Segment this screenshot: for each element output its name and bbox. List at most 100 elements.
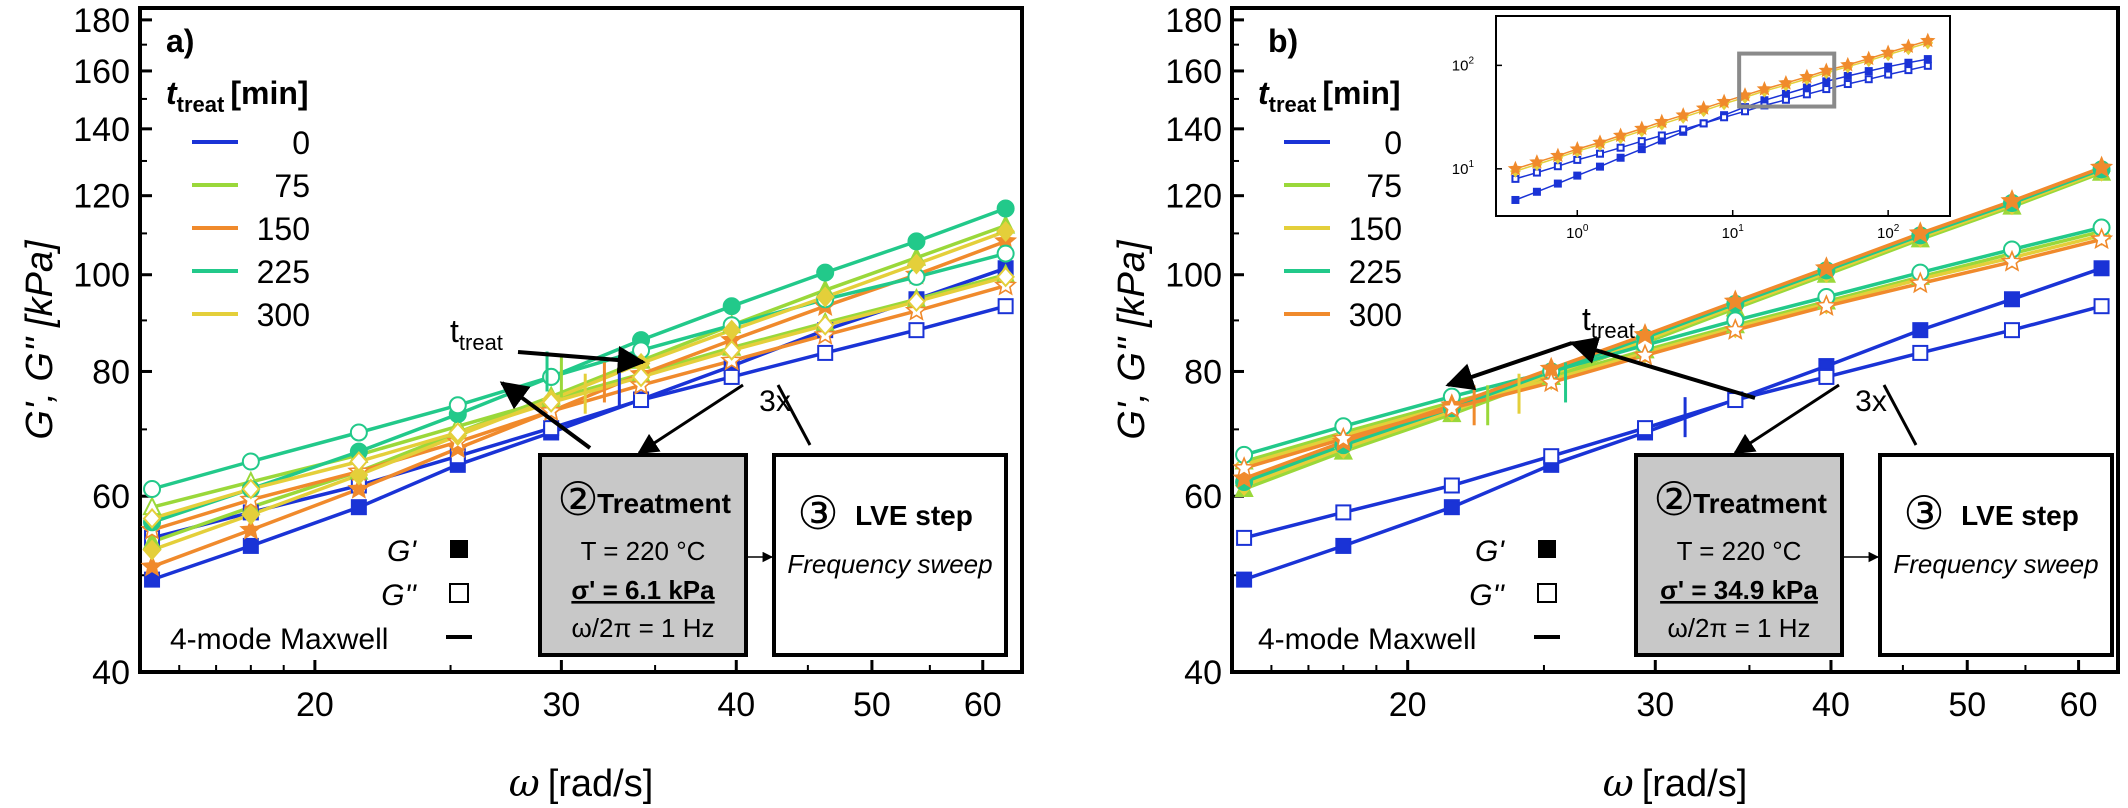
point-gp-t300 bbox=[2089, 155, 2114, 178]
y-tick-label: 140 bbox=[1165, 111, 1222, 149]
inset-point bbox=[1529, 154, 1545, 169]
repeat-arrow bbox=[637, 383, 744, 455]
inset-point bbox=[1884, 70, 1893, 79]
point-gp-t300 bbox=[241, 504, 261, 526]
y-axis-title: G', G'' [kPa] bbox=[1111, 239, 1153, 440]
point-gpp-t300 bbox=[907, 291, 926, 313]
y-tick-label: 40 bbox=[1184, 654, 1222, 692]
series-line-t300-Gp bbox=[151, 229, 1007, 552]
legend-title-symbol: t bbox=[1258, 75, 1270, 111]
inset-point bbox=[1637, 145, 1646, 154]
point-gpp-t300 bbox=[1908, 271, 1932, 294]
point-gp-t300 bbox=[1814, 256, 1838, 279]
x-axis-title: ω [rad/s] bbox=[509, 761, 654, 805]
x-tick-label: 60 bbox=[964, 686, 1002, 724]
point-gpp-t0 bbox=[2093, 298, 2110, 315]
legend-label: 300 bbox=[1349, 297, 1402, 333]
marker-legend-label: G'' bbox=[1469, 579, 1505, 612]
y-tick-label: 80 bbox=[1184, 353, 1222, 391]
point-gp-t0 bbox=[1443, 499, 1460, 516]
y-axis-title: G', G'' [kPa] bbox=[19, 239, 61, 440]
lve-box bbox=[772, 453, 1008, 657]
inset-point bbox=[1695, 100, 1712, 115]
inset-point bbox=[1569, 140, 1586, 156]
point-gpp-t300 bbox=[996, 266, 1015, 288]
point-gpp-t0 bbox=[1543, 448, 1560, 465]
point-gpp-t0 bbox=[1912, 344, 1929, 361]
marker-legend-label: 4-mode Maxwell bbox=[170, 623, 388, 656]
point-gp-t0 bbox=[1335, 537, 1352, 554]
treatment-title: Treatment bbox=[597, 488, 731, 519]
marker-legend-label: G' bbox=[387, 535, 417, 568]
x-axis-unit: [rad/s] bbox=[548, 763, 654, 805]
inset-point bbox=[1781, 95, 1790, 104]
legend-title-symbol: t bbox=[166, 75, 178, 111]
legend-label: 150 bbox=[1349, 211, 1402, 247]
treatment-box bbox=[538, 453, 748, 657]
open-square-icon bbox=[449, 583, 469, 603]
panel-label: b) bbox=[1268, 23, 1298, 59]
legend-title-sub: treat bbox=[177, 92, 225, 117]
y-tick-label: 60 bbox=[1184, 478, 1222, 516]
point-gp-t300 bbox=[1232, 466, 1256, 489]
treatment-box bbox=[1634, 453, 1844, 657]
point-gpp-t300 bbox=[1723, 318, 1747, 340]
point-gpp-t0 bbox=[1236, 529, 1253, 546]
plot-frame bbox=[1230, 6, 2120, 674]
repeat-arrow bbox=[1733, 383, 1840, 455]
inset-point bbox=[1657, 131, 1666, 140]
series-line-t150-Gp bbox=[151, 239, 1007, 569]
y-tick-label: 100 bbox=[1165, 257, 1222, 295]
inset-point bbox=[1595, 149, 1604, 158]
marker-legend-label: 4-mode Maxwell bbox=[1258, 623, 1476, 656]
point-gpp-t300 bbox=[2089, 227, 2114, 250]
x-axis-title: ω [rad/s] bbox=[1603, 761, 1748, 805]
inset-plot: 100 101 102 101 102 bbox=[1452, 15, 1951, 242]
open-square-icon bbox=[1537, 583, 1557, 603]
x-axis-unit: [rad/s] bbox=[1642, 763, 1748, 805]
series-line-t225-Gp bbox=[1243, 167, 2103, 484]
inset-point bbox=[1675, 107, 1691, 122]
series-line-t0-Gpp bbox=[1243, 304, 2103, 540]
x-tick-label: 30 bbox=[1636, 686, 1674, 724]
treatment-temp: T = 220 °C bbox=[581, 536, 706, 566]
point-gp-t0 bbox=[242, 537, 259, 554]
point-gpp-t300 bbox=[815, 314, 835, 336]
inset-point bbox=[1679, 125, 1688, 134]
point-gp-t300 bbox=[1908, 221, 1932, 244]
inset-point bbox=[1720, 113, 1729, 122]
y-tick-label: 180 bbox=[1165, 2, 1222, 40]
point-gpp-t0 bbox=[1443, 477, 1460, 494]
inset-point bbox=[1511, 195, 1520, 204]
series-line-t75-Gpp bbox=[1243, 229, 2103, 464]
inset-point bbox=[1507, 160, 1524, 176]
lve-subtitle: Frequency sweep bbox=[787, 549, 992, 579]
lve-box bbox=[1878, 453, 2114, 657]
inset-point bbox=[1923, 55, 1932, 64]
repeat-line bbox=[776, 384, 812, 446]
lve-title: LVE step bbox=[855, 500, 973, 531]
ttreat-arrow bbox=[1569, 336, 1756, 400]
x-tick-label: 50 bbox=[853, 686, 891, 724]
series-line-t0-Gp bbox=[1243, 266, 2103, 582]
inset-point bbox=[1818, 62, 1834, 78]
inset-point bbox=[1860, 50, 1877, 66]
point-gpp-t0 bbox=[817, 344, 834, 361]
legend-label: 150 bbox=[257, 211, 310, 247]
step-2-icon: ② bbox=[557, 473, 598, 525]
lve-title: LVE step bbox=[1961, 500, 2079, 531]
inset-point bbox=[1884, 62, 1893, 71]
inset-point bbox=[1843, 71, 1852, 80]
point-gpp-t300 bbox=[2000, 249, 2024, 272]
point-gp-t0 bbox=[2093, 260, 2110, 277]
point-gpp-t225 bbox=[448, 396, 467, 415]
treatment-freq: ω/2π = 1 Hz bbox=[571, 613, 714, 643]
point-gp-t150 bbox=[347, 476, 371, 499]
series-line-t150-Gpp bbox=[1243, 233, 2103, 467]
legend-title-sub: treat bbox=[1269, 92, 1317, 117]
point-gp-t0 bbox=[1236, 571, 1253, 588]
y-tick-label: 120 bbox=[1165, 178, 1222, 216]
point-gpp-t300 bbox=[142, 507, 162, 529]
x-axis-symbol: ω bbox=[1603, 761, 1634, 805]
point-gpp-t225 bbox=[349, 423, 368, 442]
